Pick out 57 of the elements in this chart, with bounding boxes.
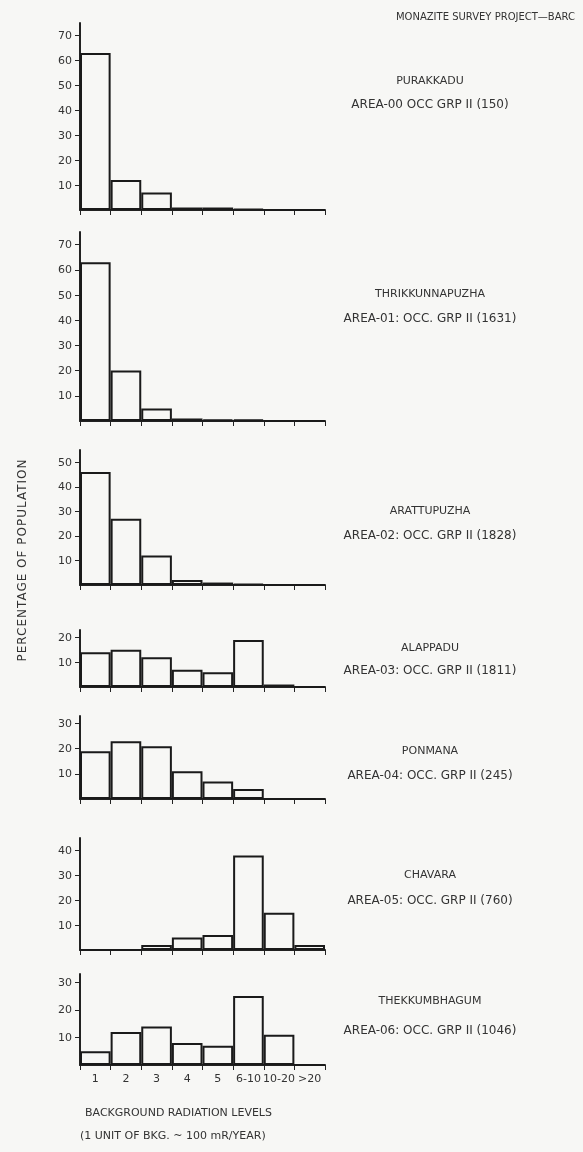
- text: AREA-02: OCC. GRP II (1828): [343, 528, 517, 542]
- y-tick-label: 10: [58, 553, 72, 567]
- x-tick-label: 10-20: [263, 1072, 296, 1085]
- y-tick-label: 30: [58, 128, 72, 142]
- text: AREA-06: OCC. GRP II (1046): [343, 1023, 517, 1037]
- y-tick-label: 50: [58, 288, 72, 302]
- y-tick-label: 20: [58, 742, 72, 756]
- y-tick-label: 20: [58, 893, 72, 907]
- x-tick-label: 6-10: [235, 1072, 261, 1085]
- y-tick-label: 30: [58, 717, 72, 731]
- text: AREA-05: OCC. GRP II (760): [347, 893, 513, 907]
- y-tick-label: 10: [58, 389, 72, 403]
- y-tick-label: 30: [58, 338, 72, 352]
- y-tick-label: 10: [58, 767, 72, 781]
- x-tick-label: 1: [91, 1072, 99, 1085]
- x-tick-label: 5: [214, 1072, 222, 1085]
- y-tick-label: 10: [58, 918, 72, 932]
- text: AREA-00 OCC GRP II (150): [351, 97, 509, 111]
- text: AREA-03: OCC. GRP II (1811): [343, 663, 517, 677]
- y-tick-label: 30: [58, 504, 72, 518]
- y-tick-label: 40: [58, 313, 72, 327]
- y-tick-label: 50: [58, 455, 72, 469]
- text: AREA-01: OCC. GRP II (1631): [343, 311, 517, 325]
- y-tick-label: 20: [58, 153, 72, 167]
- y-tick-label: 10: [58, 655, 72, 669]
- text: ALAPPADU: [400, 640, 460, 654]
- y-tick-label: 20: [58, 364, 72, 378]
- y-tick-label: 10: [58, 178, 72, 192]
- y-tick-label: 60: [58, 53, 72, 67]
- y-tick-label: 20: [58, 1003, 72, 1017]
- y-tick-label: 10: [58, 1030, 72, 1044]
- x-tick-label: 4: [183, 1072, 191, 1085]
- text: THEKKUMBHAGUM: [377, 993, 482, 1007]
- y-tick-label: 30: [58, 975, 72, 989]
- x-axis-title: BACKGROUND RADIATION LEVELS: [85, 1105, 272, 1119]
- text: (1 UNIT OF BKG. ~ 100 mR/YEAR): [80, 1128, 266, 1142]
- y-tick-label: 20: [58, 630, 72, 644]
- y-tick-label: 70: [58, 28, 72, 42]
- x-tick-label: 3: [153, 1072, 161, 1085]
- y-tick-label: 40: [58, 843, 72, 857]
- text: ARATTUPUZHA: [389, 503, 471, 517]
- text: CHAVARA: [404, 867, 457, 881]
- x-tick-label: 2: [122, 1072, 130, 1085]
- y-tick-label: 40: [58, 103, 72, 117]
- text: MONAZITE SURVEY PROJECT—BARC: [395, 10, 576, 22]
- y-axis-title: PERCENTAGE OF POPULATION: [14, 458, 29, 662]
- y-tick-label: 50: [58, 78, 72, 92]
- x-tick-label: >20: [298, 1072, 322, 1085]
- text: PONMANA: [401, 743, 459, 757]
- y-tick-label: 20: [58, 529, 72, 543]
- text: AREA-04: OCC. GRP II (245): [347, 768, 513, 782]
- text: PURAKKADU: [396, 73, 464, 87]
- y-tick-label: 60: [58, 263, 72, 277]
- y-tick-label: 40: [58, 480, 72, 494]
- text: THRIKKUNNAPUZHA: [374, 286, 486, 300]
- y-tick-label: 70: [58, 238, 72, 252]
- y-tick-label: 30: [58, 868, 72, 882]
